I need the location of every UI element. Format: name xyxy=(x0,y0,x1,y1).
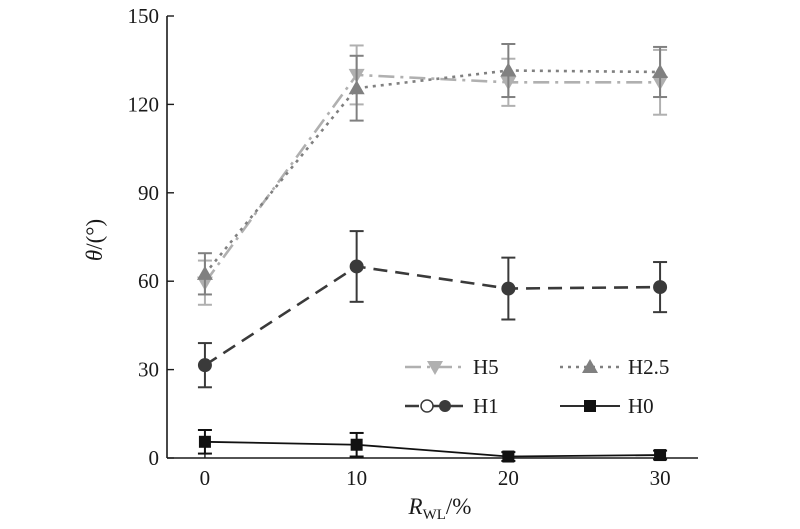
data-point xyxy=(653,280,668,295)
data-point xyxy=(500,62,517,77)
legend-item-H1: H1 xyxy=(405,394,499,418)
legend-marker xyxy=(439,400,451,412)
data-point xyxy=(502,450,515,463)
axis-ticks: 0 30 60 90 120 150 0 10 20 30 xyxy=(128,4,671,490)
plot-frame xyxy=(166,16,698,459)
series-H5 xyxy=(196,44,669,306)
legend: H5 H2.5 H1 H0 xyxy=(405,355,669,418)
data-point xyxy=(652,63,669,78)
series-line xyxy=(204,440,661,458)
y-tick-label: 0 xyxy=(149,446,160,470)
legend-label: H1 xyxy=(473,394,499,418)
series-H0 xyxy=(197,429,668,463)
x-tick-label: 10 xyxy=(346,466,367,490)
data-point xyxy=(350,438,363,451)
y-tick-label: 150 xyxy=(128,4,160,28)
series-layer xyxy=(196,42,669,463)
legend-label: H5 xyxy=(473,355,499,379)
legend-item-H0: H0 xyxy=(560,394,654,418)
data-point xyxy=(501,281,516,296)
data-point xyxy=(349,259,364,274)
x-tick-label: 30 xyxy=(650,466,671,490)
legend-item-H2-5: H2.5 xyxy=(560,355,669,379)
x-axis-label: RWL/% xyxy=(408,494,472,523)
series-line xyxy=(203,73,661,284)
legend-label: H0 xyxy=(628,394,654,418)
legend-marker xyxy=(584,400,596,412)
data-point xyxy=(198,435,211,448)
legend-marker xyxy=(582,359,598,373)
x-tick-label: 0 xyxy=(200,466,211,490)
data-point xyxy=(348,80,365,95)
series-H2-5 xyxy=(196,42,669,296)
series-line xyxy=(203,69,661,275)
data-point xyxy=(654,449,667,462)
x-tick-label: 20 xyxy=(498,466,519,490)
legend-marker-open xyxy=(420,399,434,413)
y-axis-label: θ/(°) xyxy=(82,219,107,261)
legend-item-H5: H5 xyxy=(405,355,499,379)
y-tick-label: 120 xyxy=(128,92,160,116)
series-line xyxy=(204,265,661,367)
y-tick-label: 60 xyxy=(138,269,159,293)
y-tick-label: 90 xyxy=(138,181,159,205)
legend-label: H2.5 xyxy=(628,355,669,379)
series-H1 xyxy=(197,230,668,389)
legend-marker xyxy=(427,361,443,375)
y-tick-label: 30 xyxy=(138,358,159,382)
data-point xyxy=(196,265,213,280)
data-point xyxy=(197,358,212,373)
